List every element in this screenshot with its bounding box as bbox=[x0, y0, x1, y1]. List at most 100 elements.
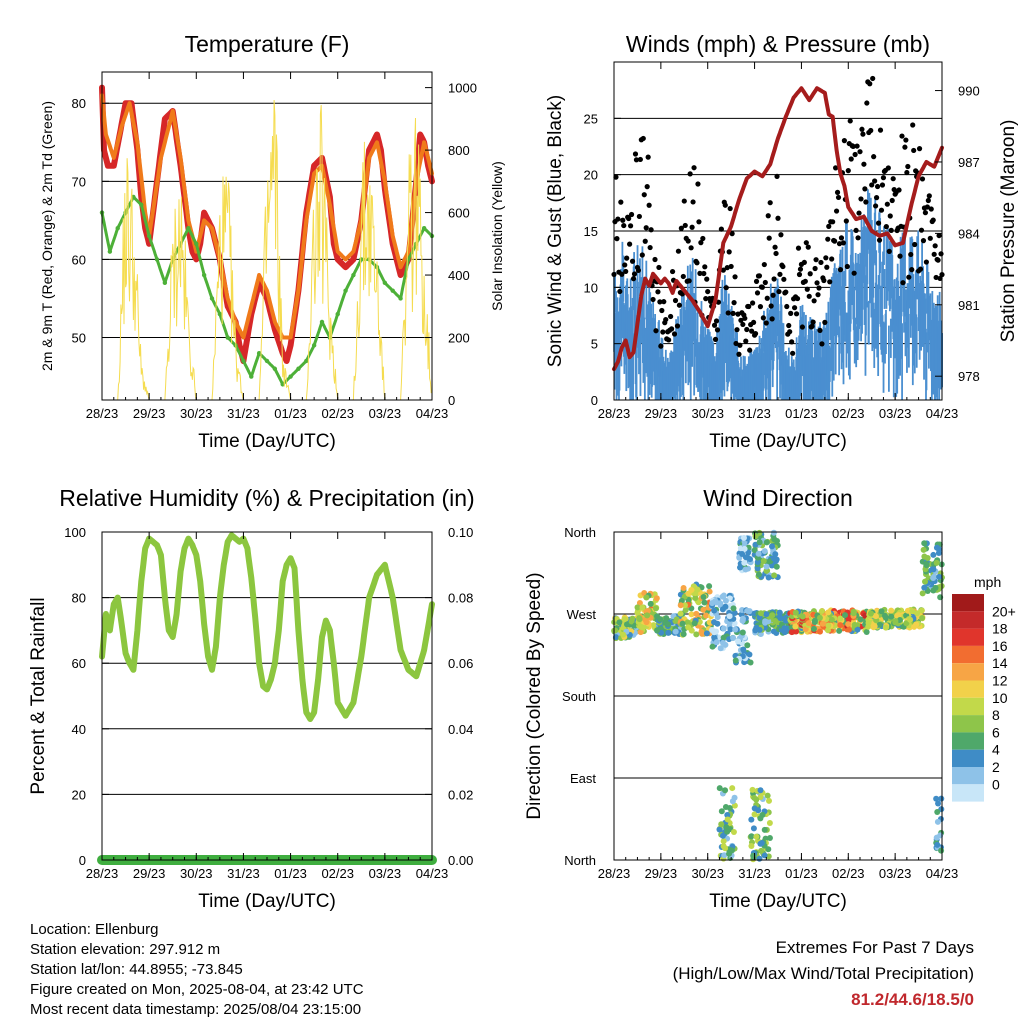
gust-point bbox=[869, 182, 875, 188]
wind-point bbox=[656, 331, 658, 371]
direction-point bbox=[685, 590, 692, 597]
gust-point bbox=[730, 310, 736, 316]
wind-point bbox=[927, 271, 930, 316]
direction-point bbox=[781, 625, 788, 632]
gust-point bbox=[780, 263, 786, 270]
direction-point bbox=[664, 621, 671, 628]
gust-point bbox=[818, 259, 824, 266]
gust-point bbox=[825, 236, 831, 242]
direction-point bbox=[921, 584, 928, 591]
wind-point bbox=[725, 304, 728, 382]
gust-point bbox=[817, 327, 823, 333]
gust-point bbox=[731, 300, 737, 306]
legend-label: 6 bbox=[992, 724, 1000, 740]
gust-point bbox=[832, 238, 838, 244]
wind-point bbox=[688, 308, 691, 371]
direction-point bbox=[805, 620, 812, 627]
x-tick-label: 28/23 bbox=[598, 866, 631, 881]
x-tick-label: 04/23 bbox=[926, 866, 959, 881]
direction-point bbox=[693, 631, 700, 638]
gust-point bbox=[619, 271, 625, 277]
wind-point bbox=[633, 252, 636, 291]
gust-point bbox=[622, 262, 628, 268]
y-tick-label-right: 1000 bbox=[448, 81, 477, 96]
gust-point bbox=[899, 133, 905, 139]
wind-point bbox=[830, 276, 833, 339]
gust-point bbox=[648, 227, 654, 233]
gust-point bbox=[827, 279, 833, 285]
wind-point bbox=[638, 311, 641, 357]
gust-point bbox=[930, 217, 936, 223]
gust-point bbox=[823, 255, 829, 261]
gust-point bbox=[933, 274, 939, 281]
direction-point bbox=[757, 815, 764, 822]
direction-point bbox=[751, 811, 758, 818]
wind-point bbox=[914, 270, 917, 339]
gust-point bbox=[819, 341, 825, 347]
gust-point bbox=[804, 286, 810, 292]
wind-point bbox=[860, 274, 862, 342]
direction-point bbox=[934, 841, 941, 848]
gust-point bbox=[772, 244, 778, 250]
td-point bbox=[272, 366, 278, 371]
gust-point bbox=[834, 189, 841, 195]
gust-point bbox=[902, 144, 908, 150]
direction-point bbox=[616, 619, 623, 626]
x-tick-label: 01/23 bbox=[274, 866, 307, 881]
wind-point bbox=[939, 348, 942, 390]
direction-point bbox=[719, 593, 726, 600]
direction-point bbox=[722, 803, 729, 810]
legend-label: 0 bbox=[992, 776, 1000, 792]
gust-point bbox=[821, 277, 827, 284]
gust-point bbox=[767, 200, 773, 206]
direction-point bbox=[763, 539, 770, 546]
gust-point bbox=[726, 249, 732, 255]
gust-point bbox=[787, 329, 793, 335]
wind-point bbox=[839, 249, 842, 316]
direction-point bbox=[923, 562, 930, 569]
gust-point bbox=[875, 220, 882, 226]
y-tick-label: 20 bbox=[584, 168, 598, 183]
wind-point bbox=[694, 293, 697, 357]
legend-label: 16 bbox=[992, 638, 1008, 654]
wind-point bbox=[817, 359, 820, 400]
wind-point bbox=[721, 279, 724, 358]
wind-point bbox=[723, 342, 726, 397]
gust-point bbox=[636, 213, 642, 220]
gust-point bbox=[666, 337, 672, 343]
gust-point bbox=[836, 241, 843, 247]
wind-point bbox=[918, 304, 921, 360]
gust-point bbox=[776, 288, 782, 295]
td-point bbox=[304, 358, 309, 364]
direction-point bbox=[748, 833, 755, 840]
direction-point bbox=[719, 639, 726, 646]
y-tick-label: 60 bbox=[72, 656, 86, 671]
wind-point bbox=[776, 341, 779, 400]
gust-point bbox=[680, 273, 686, 280]
gust-point bbox=[802, 278, 808, 284]
direction-point bbox=[938, 847, 945, 854]
gust-point bbox=[762, 279, 768, 286]
extremes-title: Extremes For Past 7 Days bbox=[775, 938, 974, 957]
direction-point bbox=[720, 838, 727, 845]
td-point bbox=[390, 288, 395, 293]
wind-point bbox=[901, 323, 903, 400]
wind-point bbox=[871, 282, 874, 320]
wind-point bbox=[681, 292, 683, 340]
wind-point bbox=[843, 271, 846, 306]
chart-panel-2: Winds (mph) & Pressure (mb) 28/23 29/23 30/… bbox=[545, 31, 1019, 452]
gust-point bbox=[784, 303, 790, 310]
direction-point bbox=[724, 811, 731, 818]
direction-point bbox=[723, 824, 730, 831]
gust-point bbox=[803, 240, 809, 246]
gust-point bbox=[736, 351, 742, 357]
direction-point bbox=[730, 635, 737, 642]
y-axis-label-right: Station Pressure (Maroon) bbox=[998, 120, 1019, 343]
wind-point bbox=[895, 335, 898, 397]
gust-point bbox=[698, 240, 704, 246]
gust-point bbox=[855, 235, 861, 241]
direction-point bbox=[824, 627, 831, 634]
gust-point bbox=[876, 237, 883, 243]
wind-point bbox=[935, 338, 938, 398]
wind-point bbox=[845, 312, 848, 368]
